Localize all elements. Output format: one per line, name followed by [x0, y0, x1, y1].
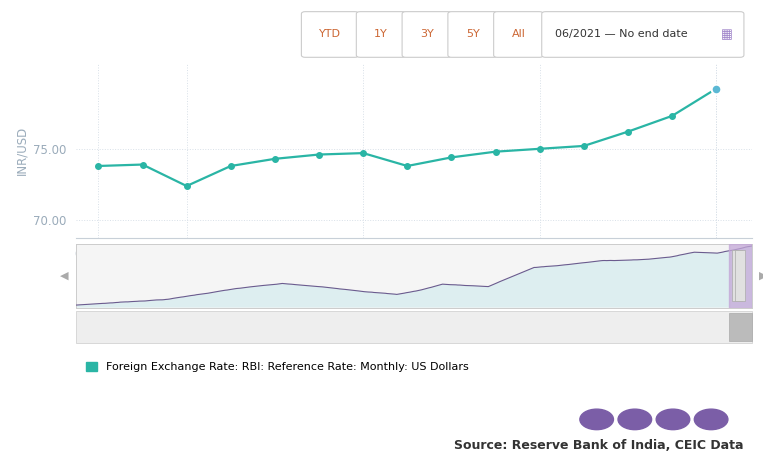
Text: YTD: YTD [319, 29, 341, 40]
Text: 5Y: 5Y [465, 29, 480, 40]
Text: C: C [707, 414, 715, 425]
Text: ▶: ▶ [759, 271, 763, 281]
Y-axis label: INR/USD: INR/USD [15, 126, 28, 175]
Text: I: I [671, 414, 674, 425]
Text: 3Y: 3Y [420, 29, 434, 40]
Text: 1Y: 1Y [374, 29, 388, 40]
Legend: Foreign Exchange Rate: RBI: Reference Rate: Monthly: US Dollars: Foreign Exchange Rate: RBI: Reference Ra… [82, 357, 474, 377]
Text: E: E [632, 414, 638, 425]
Text: |||: ||| [723, 321, 731, 330]
Text: C: C [593, 414, 600, 425]
Bar [729, 244, 752, 308]
Text: All: All [511, 29, 526, 40]
Bar [729, 313, 752, 341]
Text: Source: Reserve Bank of India, CEIC Data: Source: Reserve Bank of India, CEIC Data [455, 439, 744, 452]
Bar [732, 250, 742, 301]
Text: ◀: ◀ [60, 271, 69, 281]
Text: ▦: ▦ [720, 28, 732, 41]
Bar [735, 250, 745, 301]
Text: 06/2021 — No end date: 06/2021 — No end date [555, 29, 687, 40]
Bar [76, 311, 752, 343]
